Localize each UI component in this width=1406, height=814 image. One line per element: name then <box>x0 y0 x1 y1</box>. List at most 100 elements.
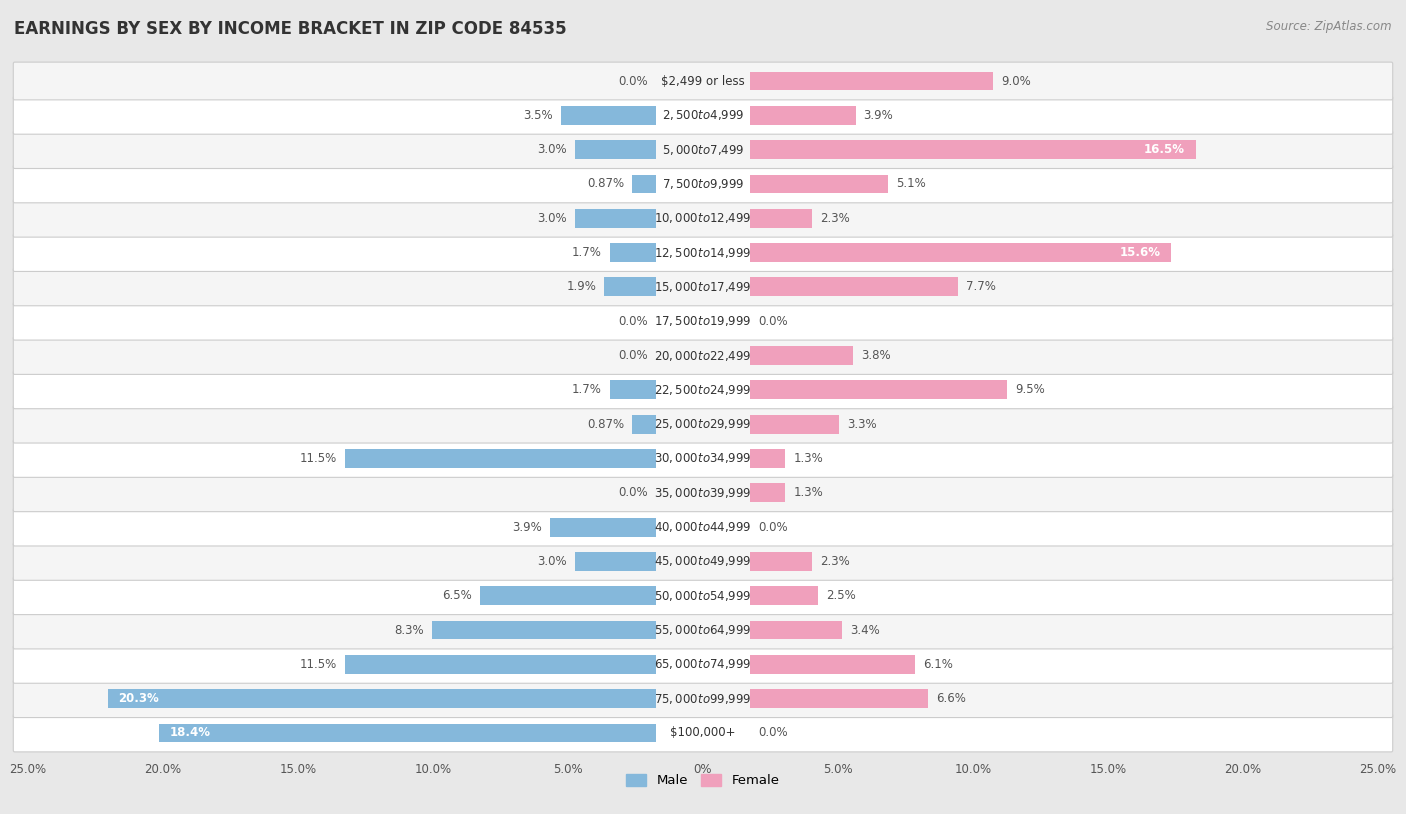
FancyBboxPatch shape <box>13 611 1393 649</box>
Bar <box>481 586 655 605</box>
Text: $75,000 to $99,999: $75,000 to $99,999 <box>654 692 752 706</box>
Text: 0.87%: 0.87% <box>588 177 624 190</box>
Text: $12,500 to $14,999: $12,500 to $14,999 <box>654 246 752 260</box>
Text: 2.3%: 2.3% <box>821 555 851 568</box>
Text: $2,500 to $4,999: $2,500 to $4,999 <box>662 108 744 122</box>
FancyBboxPatch shape <box>13 646 1393 683</box>
Text: $10,000 to $12,499: $10,000 to $12,499 <box>654 212 752 225</box>
Bar <box>751 72 993 90</box>
Text: 3.0%: 3.0% <box>537 212 567 225</box>
Text: $17,500 to $19,999: $17,500 to $19,999 <box>654 314 752 328</box>
Bar <box>751 655 915 674</box>
Text: EARNINGS BY SEX BY INCOME BRACKET IN ZIP CODE 84535: EARNINGS BY SEX BY INCOME BRACKET IN ZIP… <box>14 20 567 38</box>
FancyBboxPatch shape <box>13 577 1393 615</box>
Text: 0.0%: 0.0% <box>619 349 648 362</box>
Bar <box>575 209 655 228</box>
Text: $20,000 to $22,499: $20,000 to $22,499 <box>654 348 752 362</box>
FancyBboxPatch shape <box>13 508 1393 546</box>
Bar <box>346 655 655 674</box>
Text: 1.9%: 1.9% <box>567 280 596 293</box>
Text: 6.6%: 6.6% <box>936 692 966 705</box>
Text: 15.6%: 15.6% <box>1119 246 1160 259</box>
Text: 3.0%: 3.0% <box>537 143 567 156</box>
FancyBboxPatch shape <box>13 199 1393 237</box>
Text: 11.5%: 11.5% <box>299 452 337 465</box>
Text: 3.5%: 3.5% <box>523 109 553 122</box>
Text: 3.4%: 3.4% <box>851 624 880 637</box>
Text: $15,000 to $17,499: $15,000 to $17,499 <box>654 280 752 294</box>
Bar <box>751 174 889 194</box>
Bar <box>751 380 1007 400</box>
Bar <box>610 380 655 400</box>
Text: 1.3%: 1.3% <box>793 486 823 499</box>
Bar <box>605 278 655 296</box>
FancyBboxPatch shape <box>13 337 1393 374</box>
Text: 1.7%: 1.7% <box>572 383 602 396</box>
Text: $100,000+: $100,000+ <box>671 727 735 739</box>
Text: 11.5%: 11.5% <box>299 658 337 671</box>
Text: 0.87%: 0.87% <box>588 418 624 431</box>
Bar <box>610 243 655 262</box>
Text: $45,000 to $49,999: $45,000 to $49,999 <box>654 554 752 568</box>
Text: $50,000 to $54,999: $50,000 to $54,999 <box>654 589 752 602</box>
Text: 1.7%: 1.7% <box>572 246 602 259</box>
Text: Source: ZipAtlas.com: Source: ZipAtlas.com <box>1267 20 1392 33</box>
FancyBboxPatch shape <box>13 268 1393 306</box>
Text: 0.0%: 0.0% <box>758 315 787 328</box>
FancyBboxPatch shape <box>13 371 1393 409</box>
Bar <box>751 484 786 502</box>
Text: $65,000 to $74,999: $65,000 to $74,999 <box>654 658 752 672</box>
Bar <box>751 620 842 640</box>
Text: 16.5%: 16.5% <box>1144 143 1185 156</box>
Bar <box>159 724 655 742</box>
Text: $55,000 to $64,999: $55,000 to $64,999 <box>654 623 752 637</box>
Text: 0.0%: 0.0% <box>619 75 648 87</box>
Text: 3.8%: 3.8% <box>860 349 890 362</box>
Bar <box>432 620 655 640</box>
FancyBboxPatch shape <box>13 234 1393 271</box>
Bar <box>751 689 928 708</box>
Bar <box>346 449 655 468</box>
Bar <box>108 689 655 708</box>
Bar <box>751 414 839 434</box>
FancyBboxPatch shape <box>13 96 1393 134</box>
FancyBboxPatch shape <box>13 680 1393 718</box>
Text: 9.0%: 9.0% <box>1001 75 1031 87</box>
Text: 7.7%: 7.7% <box>966 280 995 293</box>
Text: 9.5%: 9.5% <box>1015 383 1045 396</box>
Text: 0.0%: 0.0% <box>758 521 787 534</box>
Text: $5,000 to $7,499: $5,000 to $7,499 <box>662 142 744 156</box>
Bar <box>575 552 655 571</box>
Text: $22,500 to $24,999: $22,500 to $24,999 <box>654 383 752 397</box>
Bar <box>751 346 853 365</box>
Bar <box>633 414 655 434</box>
Text: 0.0%: 0.0% <box>758 727 787 739</box>
Bar <box>751 552 813 571</box>
Text: $2,499 or less: $2,499 or less <box>661 75 745 87</box>
Bar <box>751 449 786 468</box>
Text: 0.0%: 0.0% <box>619 315 648 328</box>
Bar <box>751 106 855 125</box>
FancyBboxPatch shape <box>13 714 1393 752</box>
Legend: Male, Female: Male, Female <box>621 768 785 792</box>
Text: 2.5%: 2.5% <box>825 589 856 602</box>
FancyBboxPatch shape <box>13 405 1393 443</box>
Text: 6.1%: 6.1% <box>922 658 953 671</box>
Text: 1.3%: 1.3% <box>793 452 823 465</box>
Text: 5.1%: 5.1% <box>896 177 925 190</box>
Text: 3.3%: 3.3% <box>848 418 877 431</box>
Text: 6.5%: 6.5% <box>443 589 472 602</box>
Bar <box>751 278 957 296</box>
Text: 3.0%: 3.0% <box>537 555 567 568</box>
Text: $35,000 to $39,999: $35,000 to $39,999 <box>654 486 752 500</box>
Bar <box>751 209 813 228</box>
Bar <box>561 106 655 125</box>
Text: 2.3%: 2.3% <box>821 212 851 225</box>
FancyBboxPatch shape <box>13 165 1393 203</box>
Text: 0.0%: 0.0% <box>619 486 648 499</box>
Text: $7,500 to $9,999: $7,500 to $9,999 <box>662 177 744 191</box>
Text: $25,000 to $29,999: $25,000 to $29,999 <box>654 417 752 431</box>
FancyBboxPatch shape <box>13 440 1393 477</box>
FancyBboxPatch shape <box>13 543 1393 580</box>
Text: 3.9%: 3.9% <box>863 109 893 122</box>
